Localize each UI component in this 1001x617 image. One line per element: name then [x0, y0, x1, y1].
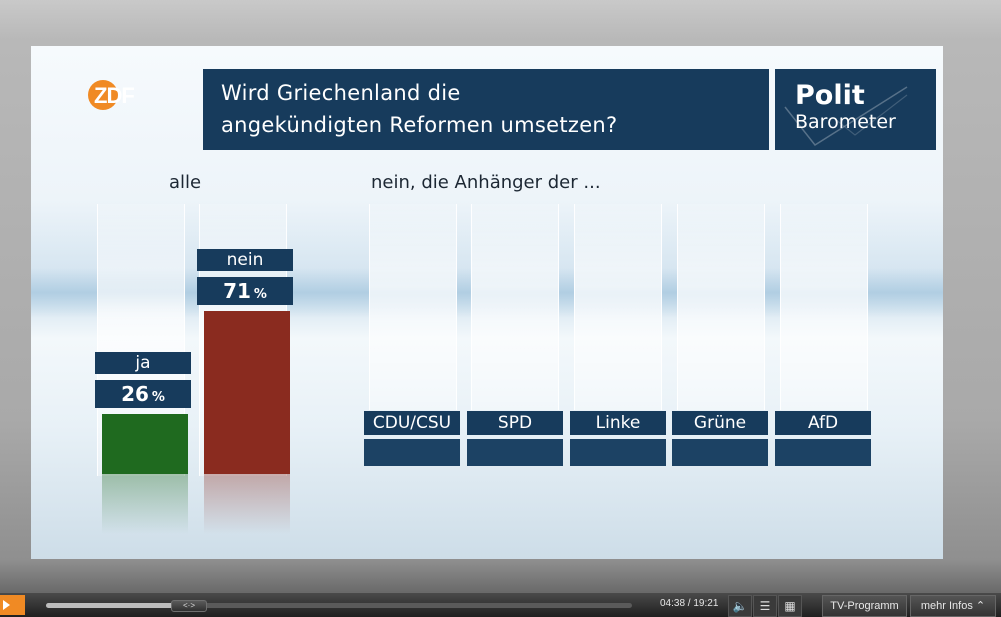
- bar-ja-reflection: [102, 474, 188, 534]
- progress-bar[interactable]: [46, 603, 632, 608]
- bar-ja: [102, 414, 188, 474]
- player-controls: <·> 04:38 / 19:21 🔈 ☰ ▦ TV-Programm mehr…: [0, 593, 1001, 617]
- speaker-icon[interactable]: 🔈: [728, 595, 752, 617]
- party-value-gruene: [672, 439, 768, 466]
- play-button[interactable]: [0, 595, 25, 615]
- section-label-parties: nein, die Anhänger der ...: [371, 172, 601, 193]
- party-label-afd: AfD: [775, 411, 871, 435]
- brand-line1: Polit: [795, 80, 865, 111]
- zdf-logo: ZDF: [88, 80, 135, 110]
- party-value-afd: [775, 439, 871, 466]
- bar-value-ja-unit: %: [151, 390, 165, 406]
- party-label-gruene: Grüne: [672, 411, 768, 435]
- party-bar-track: [369, 204, 457, 410]
- question-title: Wird Griechenland die angekündigten Refo…: [221, 77, 761, 141]
- party-bar-track: [471, 204, 559, 410]
- party-label-linke: Linke: [570, 411, 666, 435]
- scrub-handle[interactable]: <·>: [171, 600, 207, 612]
- question-title-line1: Wird Griechenland die: [221, 81, 461, 105]
- question-title-box: Wird Griechenland die angekündigten Refo…: [203, 69, 769, 150]
- party-value-linke: [570, 439, 666, 466]
- time-display: 04:38 / 19:21: [660, 598, 719, 609]
- zdf-logo-text: ZDF: [94, 83, 134, 108]
- party-value-cdu-csu: [364, 439, 460, 466]
- bar-nein-reflection: [204, 474, 290, 534]
- mehr-infos-button[interactable]: mehr Infos ⌃: [910, 595, 996, 617]
- bar-value-nein-unit: %: [253, 286, 267, 302]
- bar-label-nein: nein: [197, 248, 293, 271]
- bar-nein: [204, 310, 290, 474]
- party-value-spd: [467, 439, 563, 466]
- party-bar-track: [574, 204, 662, 410]
- brand-line2: Barometer: [795, 111, 896, 133]
- party-bar-track: [780, 204, 868, 410]
- chevron-up-icon: ⌃: [975, 600, 986, 612]
- question-title-line2: angekündigten Reformen umsetzen?: [221, 113, 618, 137]
- section-label-all: alle: [169, 172, 202, 193]
- bar-value-nein: 71%: [197, 276, 293, 305]
- bar-value-ja: 26%: [95, 380, 191, 409]
- chat-icon[interactable]: ▦: [778, 595, 802, 617]
- bar-label-ja: ja: [95, 352, 191, 375]
- checkmark-icon: [784, 86, 908, 146]
- sliders-icon[interactable]: ☰: [753, 595, 777, 617]
- tv-programm-button[interactable]: TV-Programm: [822, 595, 907, 617]
- party-bar-track: [677, 204, 765, 410]
- party-label-cdu-csu: CDU/CSU: [364, 411, 460, 435]
- video-frame[interactable]: ZDF Wird Griechenland die angekündigten …: [31, 46, 943, 559]
- politbarometer-brand: Polit Barometer: [775, 69, 936, 150]
- progress-fill: [46, 603, 181, 608]
- party-label-spd: SPD: [467, 411, 563, 435]
- mehr-infos-label: mehr Infos: [920, 600, 973, 612]
- bar-value-nein-number: 71: [223, 278, 251, 303]
- bar-value-ja-number: 26: [121, 382, 149, 407]
